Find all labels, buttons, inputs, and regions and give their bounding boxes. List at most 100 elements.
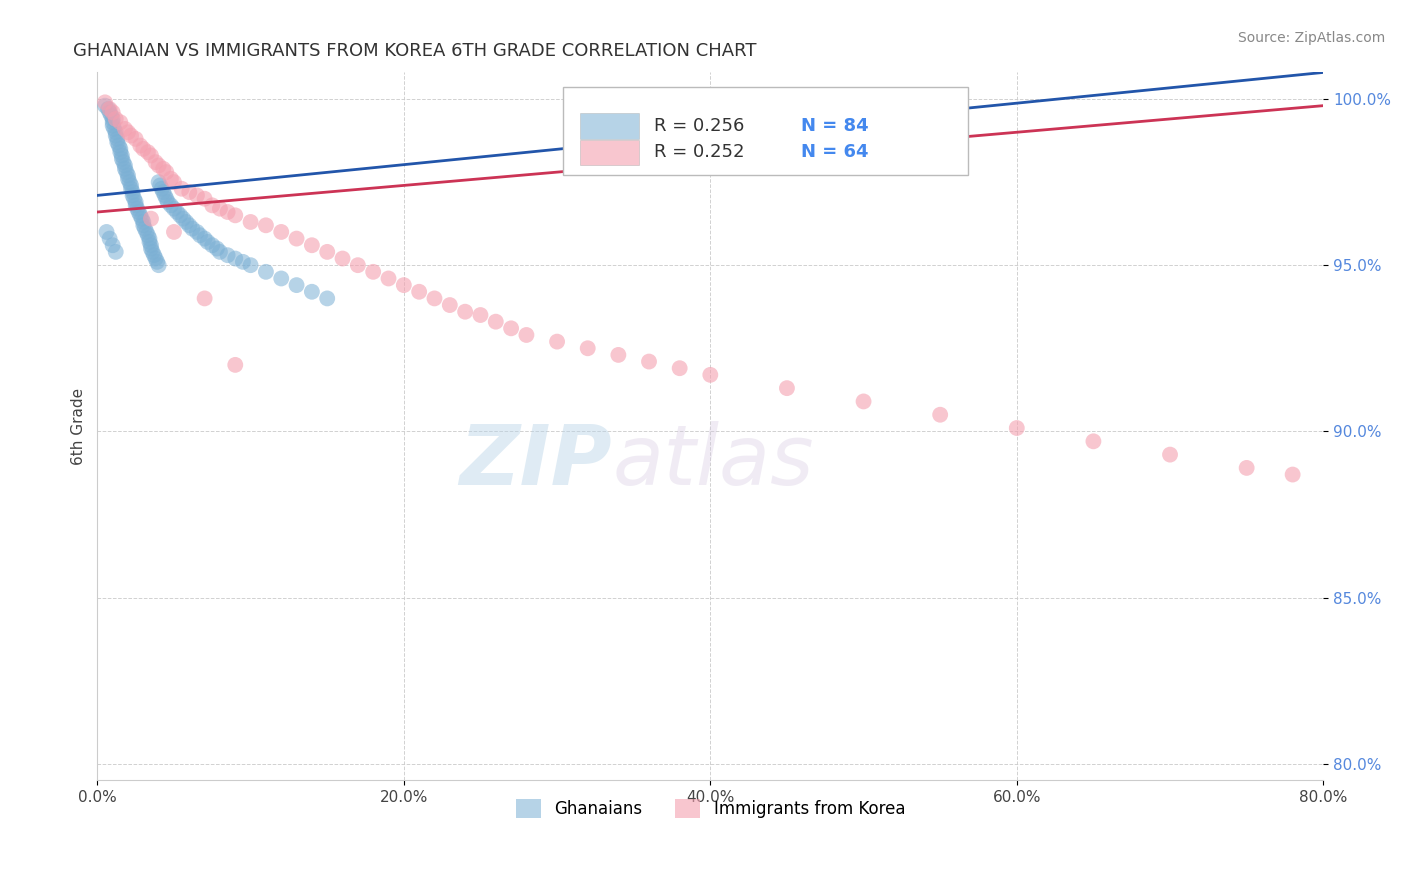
Point <box>104 244 127 259</box>
Point <box>316 292 339 306</box>
Point <box>111 148 134 162</box>
Point <box>132 219 155 233</box>
Point <box>576 341 599 355</box>
Point <box>111 152 134 166</box>
Point <box>124 194 146 209</box>
Point <box>239 258 262 272</box>
Point <box>129 138 152 153</box>
Point <box>485 315 508 329</box>
Point <box>194 292 217 306</box>
Point <box>132 215 155 229</box>
Point <box>138 231 160 245</box>
Point <box>163 202 186 216</box>
Point <box>454 304 477 318</box>
Point <box>122 192 145 206</box>
Text: ZIP: ZIP <box>460 421 612 502</box>
Point <box>114 122 136 136</box>
Point <box>139 242 162 256</box>
Text: R = 0.256: R = 0.256 <box>654 117 744 135</box>
Point <box>423 292 446 306</box>
Point <box>105 135 128 149</box>
Point <box>121 185 143 199</box>
Point <box>105 132 128 146</box>
Point <box>152 161 174 176</box>
Point <box>174 215 197 229</box>
Text: GHANAIAN VS IMMIGRANTS FROM KOREA 6TH GRADE CORRELATION CHART: GHANAIAN VS IMMIGRANTS FROM KOREA 6TH GR… <box>73 42 756 60</box>
Point <box>124 198 146 212</box>
Point <box>139 238 162 252</box>
Point <box>285 231 308 245</box>
Point <box>316 244 339 259</box>
Point <box>101 112 124 126</box>
Point <box>361 265 384 279</box>
Point <box>141 244 163 259</box>
Point <box>166 205 188 219</box>
Point <box>270 225 292 239</box>
Point <box>929 408 952 422</box>
FancyBboxPatch shape <box>581 140 640 165</box>
Point <box>101 238 124 252</box>
Point <box>114 159 136 173</box>
Point <box>132 142 155 156</box>
Point <box>163 175 186 189</box>
Point <box>179 185 201 199</box>
Point <box>103 122 125 136</box>
Point <box>194 192 217 206</box>
Point <box>155 192 177 206</box>
Point <box>120 178 142 193</box>
Point <box>181 221 204 235</box>
Point <box>101 105 124 120</box>
Point <box>98 102 121 116</box>
Point <box>97 102 120 116</box>
Point <box>179 219 201 233</box>
Point <box>98 231 121 245</box>
Text: N = 64: N = 64 <box>801 143 869 161</box>
Point <box>170 182 193 196</box>
Point <box>129 208 152 222</box>
Point <box>124 132 146 146</box>
Point <box>852 394 875 409</box>
Point <box>254 265 277 279</box>
Point <box>135 225 157 239</box>
Point <box>301 285 323 299</box>
Point <box>121 188 143 202</box>
Point <box>172 211 194 226</box>
Point <box>112 155 135 169</box>
Point <box>101 115 124 129</box>
Point <box>118 175 141 189</box>
Point <box>120 128 142 143</box>
Point <box>377 271 399 285</box>
Point <box>197 235 219 249</box>
Point <box>139 211 162 226</box>
Point <box>1281 467 1303 482</box>
Point <box>114 161 136 176</box>
Point <box>139 148 162 162</box>
FancyBboxPatch shape <box>564 87 967 175</box>
Point <box>131 211 153 226</box>
Point <box>607 348 630 362</box>
Point <box>156 194 179 209</box>
FancyBboxPatch shape <box>581 113 640 139</box>
Point <box>152 185 174 199</box>
Point <box>232 255 254 269</box>
Point <box>408 285 430 299</box>
Point <box>138 235 160 249</box>
Legend: Ghanaians, Immigrants from Korea: Ghanaians, Immigrants from Korea <box>509 792 912 825</box>
Point <box>201 238 224 252</box>
Point <box>145 252 167 266</box>
Point <box>117 125 139 139</box>
Point <box>217 205 239 219</box>
Point <box>270 271 292 285</box>
Point <box>98 105 121 120</box>
Point <box>470 308 492 322</box>
Point <box>100 109 122 123</box>
Point <box>110 142 132 156</box>
Point <box>94 95 117 110</box>
Point <box>134 221 156 235</box>
Point <box>148 175 170 189</box>
Point <box>127 202 149 216</box>
Point <box>194 231 217 245</box>
Point <box>104 112 127 126</box>
Point <box>107 138 129 153</box>
Point <box>104 128 127 143</box>
